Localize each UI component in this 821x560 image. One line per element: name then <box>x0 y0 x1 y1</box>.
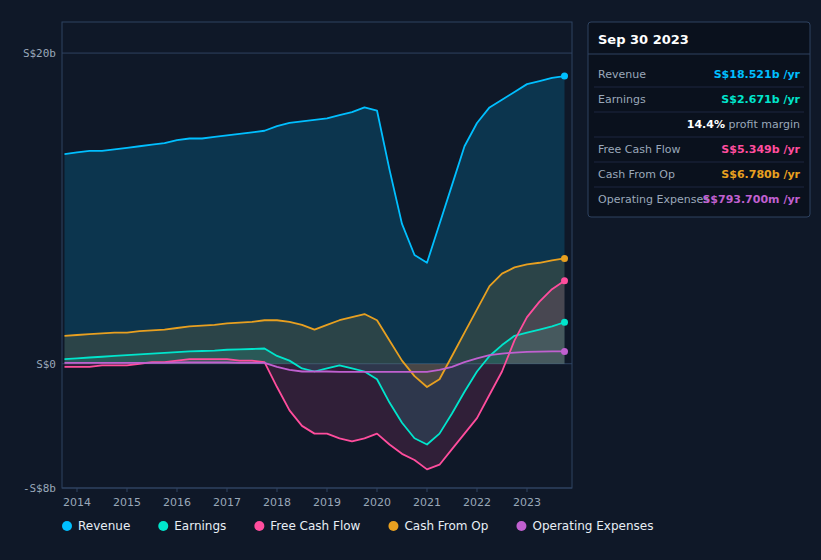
legend-label: Cash From Op <box>404 519 488 533</box>
legend-label: Free Cash Flow <box>270 519 360 533</box>
x-tick <box>77 488 78 492</box>
x-tick <box>427 488 428 492</box>
series-line <box>65 351 565 371</box>
x-tick-label: 2015 <box>113 496 141 509</box>
plot-frame <box>62 22 572 488</box>
legend-label: Operating Expenses <box>532 519 653 533</box>
x-tick-label: 2021 <box>413 496 441 509</box>
info-row-divider <box>594 137 804 138</box>
plot-area <box>65 76 565 469</box>
info-label: Earnings <box>598 93 646 106</box>
legend: Revenue Earnings Free Cash Flow Cash From O… <box>62 519 653 533</box>
x-tick-label: 2023 <box>513 496 541 509</box>
info-row-divider <box>594 112 804 113</box>
info-box: Sep 30 2023 Revenue S$18.521b /yr Earnings S… <box>588 22 810 217</box>
legend-label: Revenue <box>78 519 130 533</box>
y-tick-label: -S$8b <box>23 482 56 495</box>
info-title: Sep 30 2023 <box>598 32 689 47</box>
legend-swatch <box>62 521 72 531</box>
legend-swatch <box>388 521 398 531</box>
info-label: Free Cash Flow <box>598 143 681 156</box>
grid-line <box>62 53 572 54</box>
x-tick-label: 2018 <box>263 496 291 509</box>
x-tick-label: 2019 <box>313 496 341 509</box>
info-value: S$793.700m /yr <box>702 193 800 206</box>
info-label: Cash From Op <box>598 168 675 181</box>
series-line <box>65 258 565 387</box>
legend-swatch <box>516 521 526 531</box>
info-value: S$5.349b /yr <box>721 143 800 156</box>
series-line <box>65 76 565 263</box>
x-tick <box>377 488 378 492</box>
area-fill <box>65 258 565 387</box>
series-line <box>65 281 565 470</box>
y-tick-label: S$20b <box>23 47 56 60</box>
x-tick <box>477 488 478 492</box>
x-tick <box>227 488 228 492</box>
chart: -S$8b S$0 S$20b 2014 2015 2016 2017 2018 2019 202… <box>0 0 821 560</box>
info-label: Revenue <box>598 68 646 81</box>
x-tick <box>127 488 128 492</box>
legend-swatch <box>254 521 264 531</box>
x-tick-label: 2022 <box>463 496 491 509</box>
info-value: S$18.521b /yr <box>714 68 801 81</box>
info-value: S$6.780b /yr <box>721 168 800 181</box>
end-dot <box>561 73 568 80</box>
end-dot <box>561 319 568 326</box>
y-tick-label: S$0 <box>36 358 56 371</box>
grid-line <box>62 488 572 489</box>
info-row-divider <box>594 162 804 163</box>
info-value: S$2.671b /yr <box>721 93 800 106</box>
x-tick-label: 2020 <box>363 496 391 509</box>
x-tick <box>177 488 178 492</box>
end-dot <box>561 348 568 355</box>
info-divider <box>588 54 810 55</box>
info-label: Operating Expenses <box>598 193 709 206</box>
end-dot <box>561 277 568 284</box>
end-dot <box>561 255 568 262</box>
series-line <box>65 322 565 444</box>
legend-swatch <box>158 521 168 531</box>
info-value: 14.4% profit margin <box>687 118 800 131</box>
info-row-divider <box>594 187 804 188</box>
info-value-part: profit margin <box>725 118 800 131</box>
x-tick <box>277 488 278 492</box>
info-row-divider <box>594 87 804 88</box>
x-tick-label: 2017 <box>213 496 241 509</box>
x-tick <box>327 488 328 492</box>
legend-label: Earnings <box>174 519 226 533</box>
info-value-part: 14.4% <box>687 118 725 131</box>
x-tick-label: 2016 <box>163 496 191 509</box>
x-tick <box>527 488 528 492</box>
background <box>0 0 821 560</box>
x-tick-label: 2014 <box>63 496 91 509</box>
info-box-frame <box>588 22 810 217</box>
